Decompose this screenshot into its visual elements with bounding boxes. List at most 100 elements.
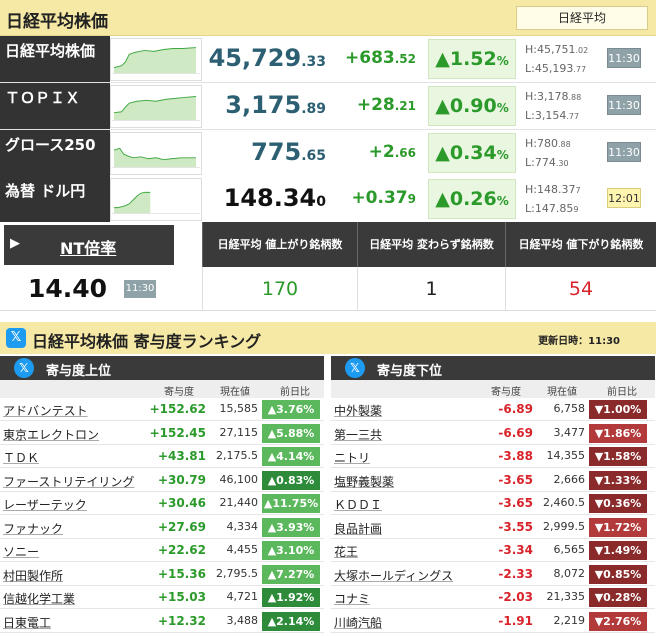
stock-name-link[interactable]: 第一三共 xyxy=(334,427,383,442)
nt-ratio-button[interactable]: ▶ NT倍率 xyxy=(4,225,174,265)
stock-name-link[interactable]: 東京エレクトロン xyxy=(3,427,100,442)
stock-name-link[interactable]: 中外製薬 xyxy=(334,404,383,418)
decliners-count: 54 xyxy=(505,267,656,311)
stock-name-link[interactable]: 川崎汽船 xyxy=(334,615,383,630)
index-low: L:45,193.77 xyxy=(525,62,587,75)
stock-name-link[interactable]: 良品計画 xyxy=(334,521,383,536)
stock-price: 4,721 xyxy=(226,590,259,603)
stock-contribution: +12.32 xyxy=(157,613,206,628)
index-name[interactable]: 為替 ドル円 xyxy=(0,176,110,222)
nt-values-row: 14.40 11:30 170 1 54 xyxy=(0,267,656,311)
bottom-panel-header: 𝕏 寄与度下位 xyxy=(331,356,655,380)
stock-name-link[interactable]: レーザーテック xyxy=(3,498,87,512)
index-row: 日経平均株価 45,729.33 +683.52 ▲1.52% H:45,751… xyxy=(0,36,656,83)
advancers-header: 日経平均 値上がり銘柄数 xyxy=(202,222,357,267)
sparkline-chart[interactable] xyxy=(110,38,202,81)
stock-price: 2,999.5 xyxy=(543,519,585,533)
index-name[interactable]: 日経平均株価 xyxy=(0,36,110,82)
stock-change-pct: ▼1.33% xyxy=(589,470,647,490)
sparkline-chart[interactable] xyxy=(110,85,202,128)
index-change-pct: ▲0.34% xyxy=(428,133,516,173)
index-high: H:3,178.88 xyxy=(525,90,582,103)
index-high-low: H:3,178.88 L:3,154.77 xyxy=(525,88,581,126)
unchanged-header: 日経平均 変わらず銘柄数 xyxy=(357,222,505,267)
sparkline-chart[interactable] xyxy=(110,132,202,175)
stock-price: 15,585 xyxy=(219,402,259,415)
stock-name-link[interactable]: ファーストリテイリング xyxy=(3,474,135,489)
stock-contribution: -6.89 xyxy=(498,402,533,416)
stock-change-pct: ▼1.00% xyxy=(589,400,647,419)
stock-contribution: -3.55 xyxy=(498,519,533,534)
nt-ratio-time: 11:30 xyxy=(124,280,156,298)
stock-price: 6,565 xyxy=(553,543,586,556)
index-time: 12:01 xyxy=(607,188,641,208)
stock-contribution: -3.34 xyxy=(498,543,533,557)
index-name[interactable]: ＴＯＰＩＸ xyxy=(0,83,110,129)
stock-name-link[interactable]: ソニー xyxy=(3,545,40,559)
ranking-row: 東京エレクトロン +152.45 27,115 ▲5.88% xyxy=(0,422,324,445)
ranking-row: ファナック +27.69 4,334 ▲3.93% xyxy=(0,516,324,539)
stock-change-pct: ▲0.83% xyxy=(262,470,320,490)
panel-divider xyxy=(327,356,330,636)
sparkline-chart[interactable] xyxy=(110,178,202,221)
ranking-row: 川崎汽船 -1.91 2,219 ▼2.76% xyxy=(331,610,655,633)
stock-contribution: -3.88 xyxy=(498,449,533,463)
stock-change-pct: ▲11.75% xyxy=(262,494,320,513)
stock-name-link[interactable]: コナミ xyxy=(334,592,371,606)
stock-change-pct: ▲3.10% xyxy=(262,541,320,560)
x-share-icon[interactable]: 𝕏 xyxy=(14,358,34,378)
x-share-icon[interactable]: 𝕏 xyxy=(345,358,365,378)
index-name[interactable]: グロース250 xyxy=(0,130,110,176)
stock-change-pct: ▲2.14% xyxy=(262,611,320,631)
stock-name-link[interactable]: 塩野義製薬 xyxy=(334,474,395,489)
play-icon: ▶ xyxy=(10,236,20,251)
index-change-pct: ▲0.90% xyxy=(428,86,516,126)
ranking-row: アドバンテスト +152.62 15,585 ▲3.76% xyxy=(0,398,324,421)
stock-change-pct: ▲3.76% xyxy=(262,400,320,419)
stock-change-pct: ▲5.88% xyxy=(262,423,320,443)
nikkei-button[interactable]: 日経平均 xyxy=(516,6,648,30)
stock-change-pct: ▲3.93% xyxy=(262,517,320,537)
index-low: L:3,154.77 xyxy=(525,109,580,122)
stock-contribution: -1.91 xyxy=(498,613,533,628)
bottom-columns: 寄与度 現在値 前日比 xyxy=(331,380,655,398)
ranking-row: コナミ -2.03 21,335 ▼0.28% xyxy=(331,586,655,609)
stock-name-link[interactable]: 信越化学工業 xyxy=(3,592,76,606)
stock-price: 2,666 xyxy=(553,472,586,486)
ranking-row: 第一三共 -6.69 3,477 ▼1.86% xyxy=(331,422,655,445)
stock-name-link[interactable]: 花王 xyxy=(334,545,359,559)
stock-name-link[interactable]: ＫＤＤＩ xyxy=(334,498,383,512)
index-change: +683.52 xyxy=(345,48,416,68)
top-panel-title: 寄与度上位 xyxy=(46,364,112,379)
ranking-row: ＴＤＫ +43.81 2,175.5 ▲4.14% xyxy=(0,445,324,468)
stock-name-link[interactable]: ニトリ xyxy=(334,451,371,465)
stock-price: 4,334 xyxy=(226,519,259,533)
col-contrib: 寄与度 xyxy=(491,387,521,398)
index-low: L:147.859 xyxy=(525,202,579,215)
stock-name-link[interactable]: 村田製作所 xyxy=(3,568,64,583)
top-columns: 寄与度 現在値 前日比 xyxy=(0,380,324,398)
index-value: 148.340 xyxy=(223,184,326,212)
stock-price: 2,795.5 xyxy=(216,566,258,580)
ranking-row: 良品計画 -3.55 2,999.5 ▼1.72% xyxy=(331,516,655,539)
stock-contribution: +15.36 xyxy=(157,566,206,581)
col-price: 現在値 xyxy=(220,387,250,398)
stock-name-link[interactable]: ファナック xyxy=(3,521,64,536)
bottom-contributors-panel: 𝕏 寄与度下位 寄与度 現在値 前日比 中外製薬 -6.89 6,758 ▼1.… xyxy=(331,356,655,636)
stock-contribution: +152.45 xyxy=(149,425,206,440)
stock-name-link[interactable]: ＴＤＫ xyxy=(3,451,40,465)
index-high: H:45,751.02 xyxy=(525,43,589,56)
x-share-icon[interactable]: 𝕏 xyxy=(6,328,26,348)
stock-contribution: +152.62 xyxy=(149,402,206,416)
ranking-row: 日東電工 +12.32 3,488 ▲2.14% xyxy=(0,610,324,633)
stock-name-link[interactable]: 大塚ホールディングス xyxy=(334,568,454,583)
col-price: 現在値 xyxy=(547,387,577,398)
stock-name-link[interactable]: アドバンテスト xyxy=(3,404,88,418)
stock-change-pct: ▲7.27% xyxy=(262,564,320,584)
stock-contribution: -2.33 xyxy=(498,566,533,581)
stock-name-link[interactable]: 日東電工 xyxy=(3,615,52,630)
index-time: 11:30 xyxy=(607,48,641,68)
stock-contribution: -2.03 xyxy=(498,590,533,604)
stock-contribution: +15.03 xyxy=(157,590,206,604)
index-high: H:148.377 xyxy=(525,183,581,196)
